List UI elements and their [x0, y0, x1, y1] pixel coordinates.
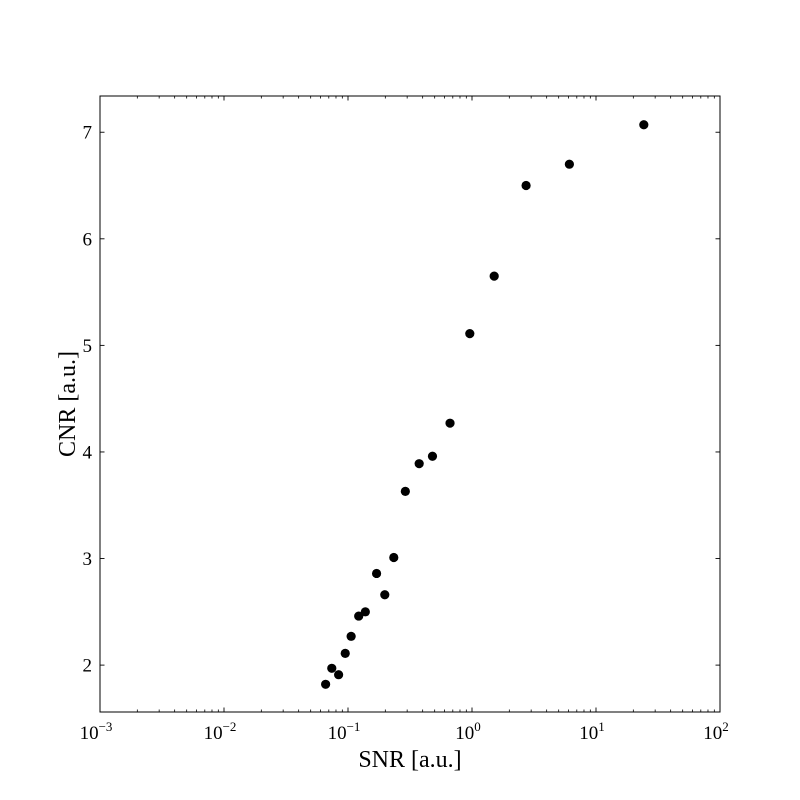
data-point: [334, 670, 344, 680]
data-point: [427, 451, 438, 461]
y-tick-label: 3: [83, 549, 93, 570]
x-tick-label: 10−3: [80, 719, 113, 744]
x-tick-label: 101: [579, 719, 605, 744]
plot-frame: [99, 95, 721, 713]
data-point: [389, 552, 399, 563]
data-point: [360, 607, 370, 617]
data-point: [380, 590, 390, 600]
data-point: [340, 648, 350, 658]
data-point: [414, 459, 424, 469]
data-point: [489, 271, 499, 281]
data-point: [400, 486, 410, 496]
x-minor-ticks: [136, 96, 715, 712]
y-tick-label: 5: [83, 336, 93, 357]
data-point: [346, 631, 356, 641]
x-tick-label: 10−1: [328, 719, 361, 744]
x-tick-label: 10−2: [204, 719, 237, 744]
data-point: [371, 568, 382, 579]
data-point: [327, 663, 337, 673]
data-points: [321, 120, 649, 689]
y-axis-label: CNR [a.u.]: [55, 351, 81, 457]
data-point: [521, 180, 531, 191]
x-tick-label: 102: [703, 719, 729, 744]
data-point: [639, 120, 649, 130]
data-point: [445, 418, 455, 428]
y-tick-label: 2: [83, 656, 93, 677]
tick-labels: 10−3 10−2 10−1 100 101 102 2 3 4 5 6 7: [80, 123, 729, 744]
x-tick-label: 100: [455, 719, 481, 744]
y-tick-label: 4: [83, 442, 93, 463]
y-tick-label: 6: [83, 229, 93, 250]
data-point: [321, 679, 331, 689]
major-ticks: [99, 96, 721, 712]
y-tick-label: 7: [83, 123, 93, 144]
data-point: [465, 329, 475, 339]
data-point: [354, 611, 364, 621]
data-point: [564, 159, 574, 169]
x-axis-label: SNR [a.u.]: [358, 747, 461, 773]
